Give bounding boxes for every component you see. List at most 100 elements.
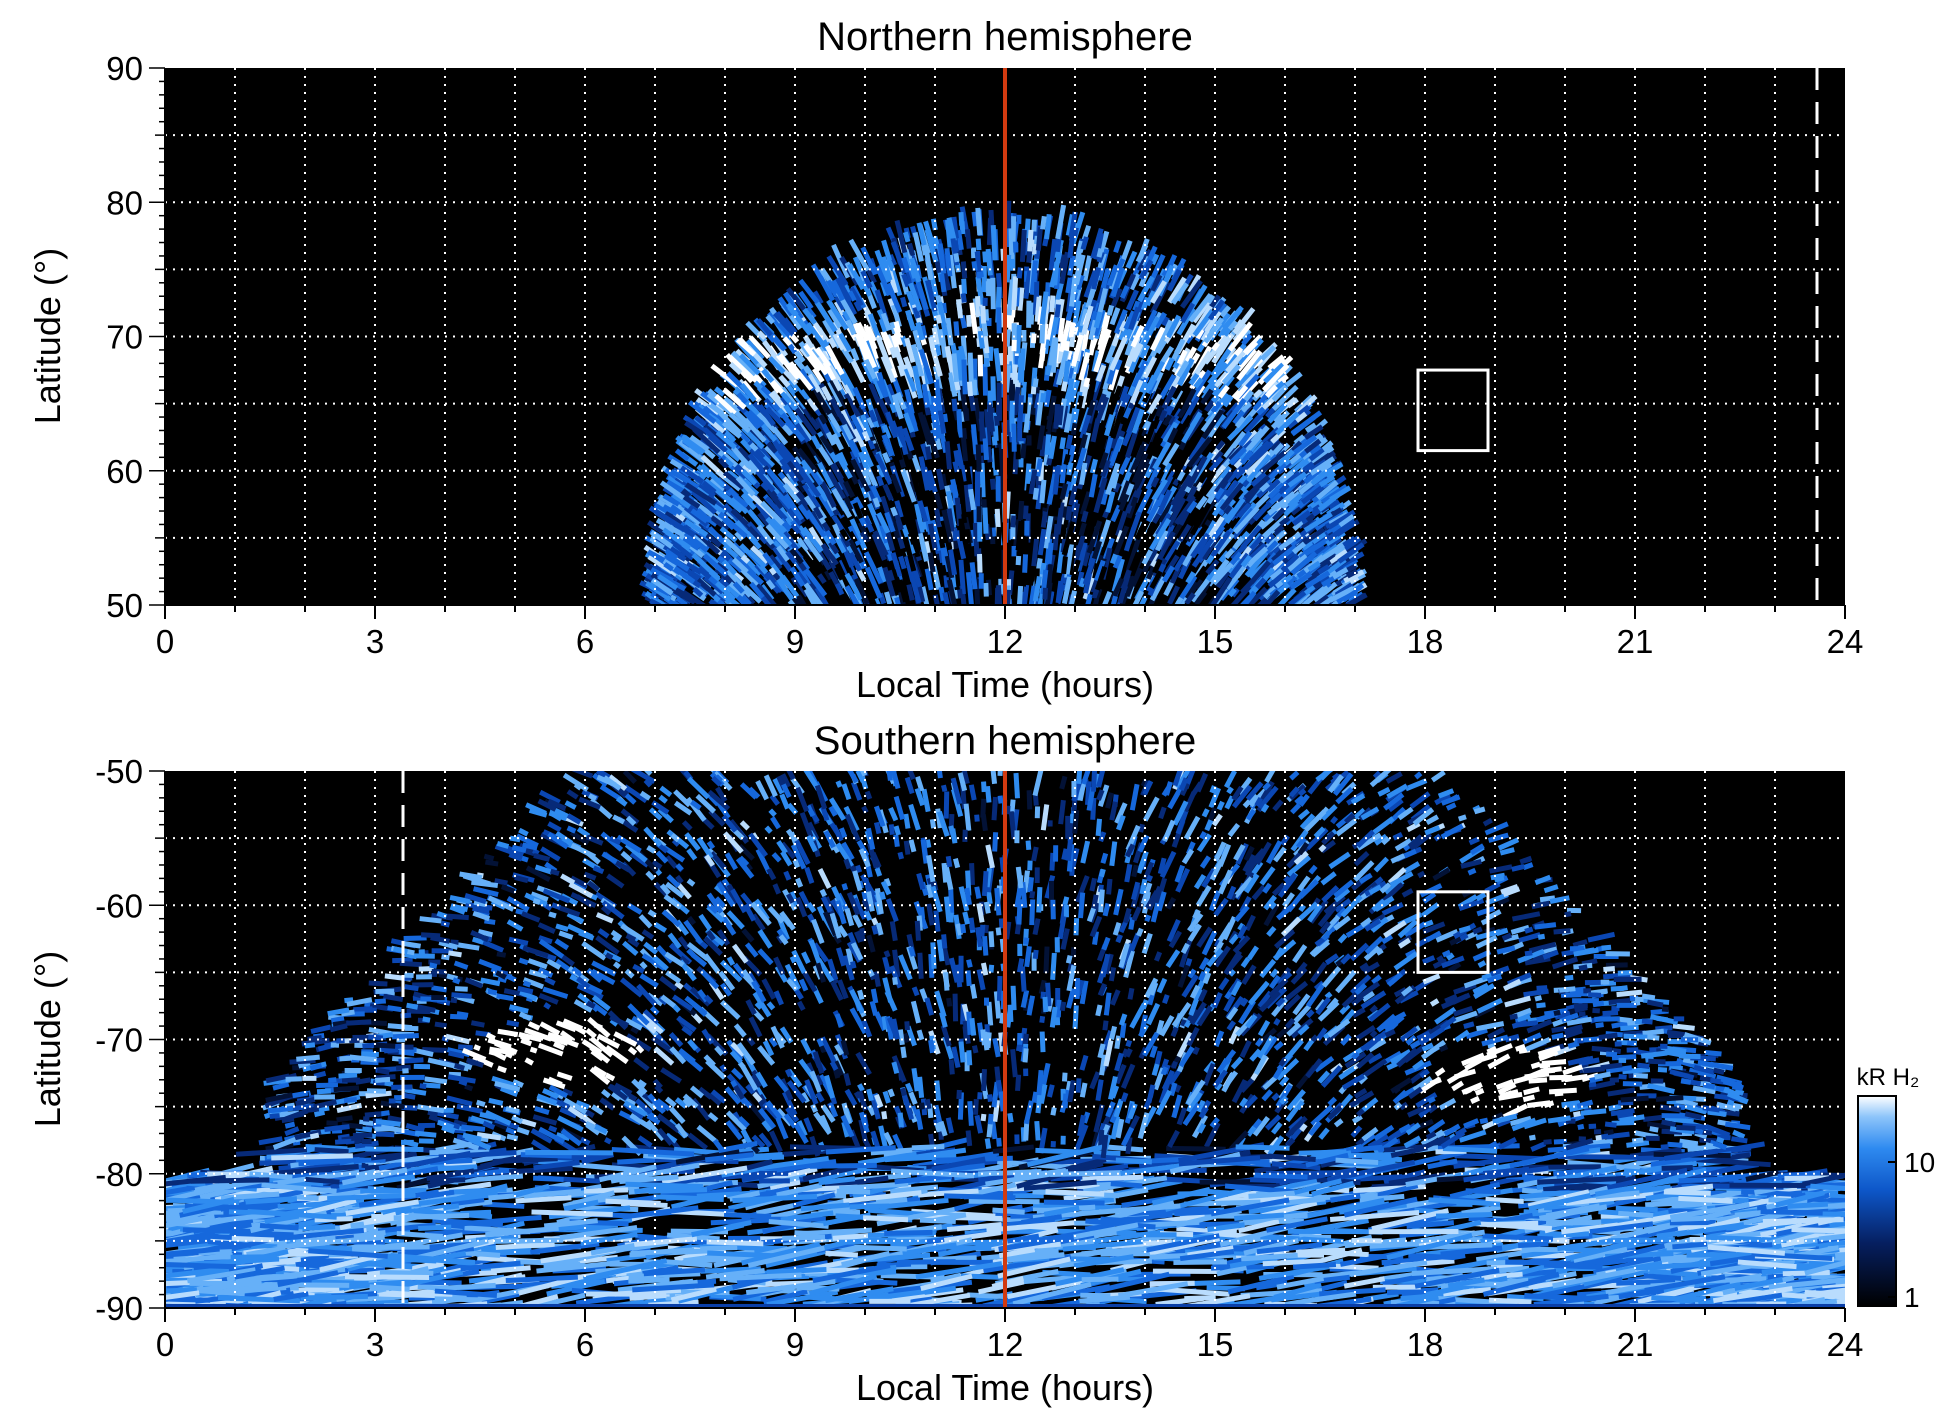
emission-pixel <box>1606 1131 1630 1140</box>
emission-pixel <box>945 317 954 346</box>
emission-pixel <box>884 511 896 533</box>
emission-pixel <box>701 480 717 494</box>
emission-pixel <box>1014 922 1022 935</box>
emission-pixel <box>1182 536 1202 567</box>
emission-pixel <box>867 313 882 341</box>
emission-pixel <box>806 398 819 412</box>
emission-pixel <box>482 1201 525 1209</box>
southern-emission-map <box>165 771 1845 1308</box>
emission-pixel <box>1309 444 1322 455</box>
emission-pixel <box>687 400 717 425</box>
emission-pixel <box>1203 317 1225 344</box>
emission-pixel <box>940 784 948 792</box>
emission-pixel <box>1225 569 1244 591</box>
emission-pixel <box>600 831 624 852</box>
emission-pixel <box>1286 855 1312 877</box>
emission-pixel <box>1112 482 1121 493</box>
emission-pixel <box>1165 314 1182 339</box>
emission-pixel <box>963 803 972 831</box>
emission-pixel <box>856 321 872 345</box>
emission-pixel <box>1110 287 1123 308</box>
emission-pixel <box>1470 1095 1481 1105</box>
emission-pixel <box>721 421 742 439</box>
emission-pixel <box>931 327 940 346</box>
emission-pixel <box>783 404 800 426</box>
emission-pixel <box>960 293 967 303</box>
emission-pixel <box>1300 484 1325 505</box>
emission-pixel <box>1434 792 1451 806</box>
emission-pixel <box>1259 482 1271 493</box>
emission-pixel <box>728 412 752 434</box>
emission-pixel <box>1156 489 1172 516</box>
emission-pixel <box>1290 410 1323 436</box>
emission-pixel <box>1255 577 1267 590</box>
emission-pixel <box>1329 586 1355 603</box>
emission-pixel <box>1657 1067 1668 1073</box>
emission-pixel <box>1081 771 1093 785</box>
emission-pixel <box>974 1114 984 1134</box>
emission-pixel <box>766 488 784 510</box>
emission-pixel <box>1048 238 1058 271</box>
emission-pixel <box>881 424 892 440</box>
emission-pixel <box>771 438 784 454</box>
emission-pixel <box>727 557 744 573</box>
emission-pixel <box>1210 470 1234 499</box>
emission-pixel <box>910 1105 918 1116</box>
emission-pixel <box>1201 808 1210 818</box>
emission-pixel <box>995 476 1001 502</box>
emission-pixel <box>1224 497 1246 524</box>
emission-pixel <box>895 391 907 410</box>
emission-pixel <box>1159 319 1174 341</box>
emission-pixel <box>1039 291 1049 325</box>
emission-pixel <box>1044 214 1052 240</box>
emission-pixel <box>1207 515 1225 539</box>
emission-pixel <box>576 826 591 839</box>
emission-pixel <box>1353 807 1366 820</box>
emission-pixel <box>694 415 707 427</box>
emission-pixel <box>1079 409 1093 439</box>
emission-pixel <box>1605 1065 1633 1074</box>
emission-pixel <box>559 1225 638 1241</box>
emission-pixel <box>725 1110 747 1132</box>
emission-pixel <box>1291 541 1307 555</box>
emission-pixel <box>1210 386 1220 397</box>
emission-pixel <box>1253 389 1263 399</box>
emission-pixel <box>957 588 963 599</box>
emission-pixel <box>994 587 1001 605</box>
emission-pixel <box>946 579 959 605</box>
emission-pixel <box>918 456 931 491</box>
emission-pixel <box>1125 289 1139 311</box>
emission-pixel <box>1287 471 1308 488</box>
emission-pixel <box>1110 266 1125 298</box>
emission-pixel <box>921 788 931 813</box>
emission-pixel <box>942 592 952 605</box>
emission-pixel <box>772 546 793 573</box>
emission-pixel <box>1015 555 1022 566</box>
emission-pixel <box>1118 454 1132 475</box>
emission-pixel <box>1237 430 1253 448</box>
emission-pixel <box>1274 411 1300 436</box>
emission-pixel <box>757 948 774 966</box>
emission-pixel <box>1093 559 1106 582</box>
emission-pixel <box>1158 806 1167 820</box>
emission-pixel <box>975 238 982 251</box>
emission-pixel <box>746 508 765 530</box>
emission-pixel <box>1035 227 1043 251</box>
emission-pixel <box>814 300 838 333</box>
emission-pixel <box>1171 1002 1192 1028</box>
emission-pixel <box>828 805 838 817</box>
emission-pixel <box>1295 1100 1305 1111</box>
emission-pixel <box>1011 545 1017 557</box>
emission-pixel <box>1020 577 1027 587</box>
emission-pixel <box>1240 401 1253 413</box>
emission-pixel <box>662 527 692 551</box>
emission-pixel <box>1231 784 1253 809</box>
emission-pixel <box>800 1038 813 1055</box>
emission-pixel <box>964 463 973 485</box>
emission-pixel <box>1304 438 1322 454</box>
emission-pixel <box>1186 436 1213 469</box>
emission-pixel <box>905 1082 914 1093</box>
emission-pixel <box>941 509 954 543</box>
emission-pixel <box>982 297 988 306</box>
emission-pixel <box>876 475 885 487</box>
